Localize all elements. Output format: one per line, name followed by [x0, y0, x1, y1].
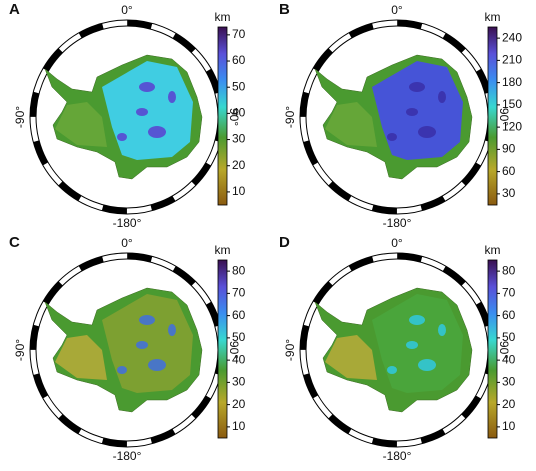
longitude-label: -180°	[113, 449, 142, 463]
anomaly	[148, 359, 166, 371]
colorbar	[487, 259, 498, 439]
anomaly	[409, 82, 425, 92]
colorbar-tick-label: 70	[232, 27, 246, 41]
colorbar-tick-label: 20	[232, 397, 246, 411]
longitude-label: 0°	[391, 3, 403, 17]
colorbar-tick-label: 60	[232, 308, 246, 322]
colorbar-tick-label: 210	[502, 53, 522, 67]
anomaly	[139, 315, 155, 325]
anomaly	[438, 324, 446, 336]
anomaly	[136, 108, 148, 116]
longitude-label: 90°	[497, 341, 511, 359]
colorbar-unit: km	[485, 10, 501, 24]
continent-west	[325, 102, 377, 147]
longitude-label: 0°	[121, 3, 133, 17]
anomaly	[406, 108, 418, 116]
colorbar-tick-label: 70	[502, 286, 516, 300]
colorbar-tick-label: 80	[502, 263, 516, 277]
colorbar-unit: km	[485, 243, 501, 257]
colorbar-tick-label: 50	[232, 330, 246, 344]
colorbar-tick-label: 10	[232, 419, 246, 433]
colorbar	[487, 26, 498, 206]
longitude-label: -180°	[383, 216, 412, 230]
longitude-label: 90°	[497, 108, 511, 126]
colorbar-tick-label: 20	[232, 158, 246, 172]
anomaly	[139, 82, 155, 92]
colorbar-tick-label: 60	[502, 164, 516, 178]
panel: A 0° -180° -90° 90° km 10 20 30 40 50 60 70	[9, 1, 246, 230]
colorbar-tick-label: 50	[232, 79, 246, 93]
colorbar-tick-label: 30	[502, 186, 516, 200]
continent-west	[325, 335, 377, 380]
colorbar-tick-label: 20	[502, 397, 516, 411]
anomaly	[168, 324, 176, 336]
colorbar	[217, 26, 228, 206]
panel: D 0° -180° -90° 90° km 10 20 30 40 50 60 70 80	[279, 234, 516, 463]
colorbar-tick-label: 90	[502, 142, 516, 156]
anomaly	[117, 366, 127, 374]
colorbar-tick-label: 10	[232, 184, 246, 198]
anomaly	[387, 133, 397, 141]
panel-label: D	[279, 234, 290, 251]
longitude-label: 0°	[391, 236, 403, 250]
panel: B 0° -180° -90° 90° km 30 60 90 120 150 180 210 240	[279, 1, 522, 230]
colorbar-tick-label: 60	[232, 53, 246, 67]
anomaly	[136, 341, 148, 349]
panel-label: A	[9, 1, 20, 18]
anomaly	[168, 91, 176, 103]
panel-label: B	[279, 1, 290, 18]
anomaly	[387, 366, 397, 374]
colorbar-tick-label: 150	[502, 97, 522, 111]
panel: C 0° -180° -90° 90° km 10 20 30 40 50 60 70 80	[9, 234, 246, 463]
anomaly	[438, 91, 446, 103]
colorbar-tick-label: 40	[502, 352, 516, 366]
colorbar-tick-label: 40	[232, 106, 246, 120]
colorbar-tick-label: 30	[502, 375, 516, 389]
colorbar-tick-label: 180	[502, 75, 522, 89]
longitude-label: -90°	[13, 106, 27, 128]
anomaly	[117, 133, 127, 141]
colorbar-tick-label: 240	[502, 30, 522, 44]
longitude-label: -180°	[113, 216, 142, 230]
anomaly	[418, 359, 436, 371]
longitude-label: -90°	[283, 339, 297, 361]
longitude-label: 90°	[227, 341, 241, 359]
colorbar-tick-label: 70	[232, 286, 246, 300]
colorbar-unit: km	[215, 10, 231, 24]
colorbar-tick-label: 30	[232, 375, 246, 389]
anomaly	[406, 341, 418, 349]
panel-label: C	[9, 234, 20, 251]
colorbar-tick-label: 120	[502, 119, 522, 133]
continent-west	[55, 335, 107, 380]
colorbar-tick-label: 30	[232, 132, 246, 146]
longitude-label: -180°	[383, 449, 412, 463]
longitude-label: 90°	[227, 108, 241, 126]
anomaly	[409, 315, 425, 325]
longitude-label: -90°	[283, 106, 297, 128]
longitude-label: 0°	[121, 236, 133, 250]
colorbar	[217, 259, 228, 439]
colorbar-unit: km	[215, 243, 231, 257]
colorbar-tick-label: 10	[502, 419, 516, 433]
colorbar-tick-label: 60	[502, 308, 516, 322]
anomaly	[418, 126, 436, 138]
longitude-label: -90°	[13, 339, 27, 361]
colorbar-tick-label: 40	[232, 352, 246, 366]
anomaly	[148, 126, 166, 138]
continent-west	[55, 102, 107, 147]
colorbar-tick-label: 50	[502, 330, 516, 344]
colorbar-tick-label: 80	[232, 263, 246, 277]
